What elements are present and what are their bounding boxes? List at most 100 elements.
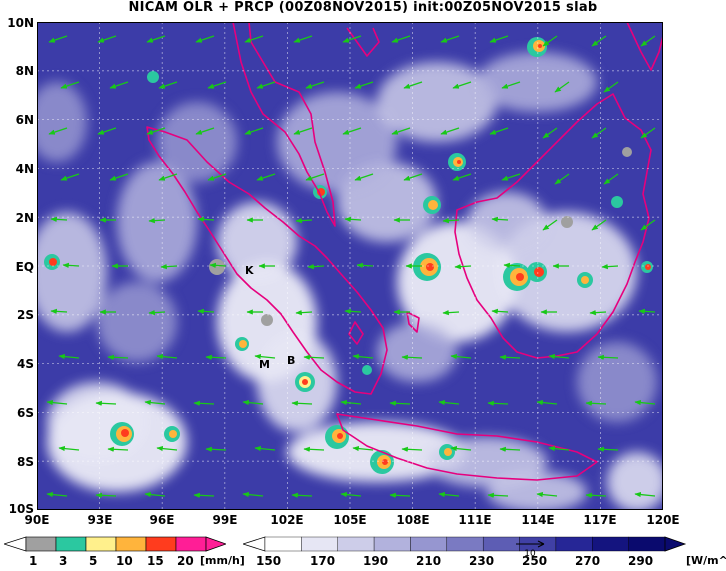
wind-vector bbox=[640, 219, 656, 231]
olr-cbar-cell bbox=[301, 536, 338, 552]
y-label-2s: 2S bbox=[17, 308, 34, 322]
wind-vector bbox=[352, 445, 374, 452]
y-label-10n: 10N bbox=[7, 16, 34, 30]
java-coastline bbox=[336, 413, 598, 481]
precip-cell bbox=[239, 340, 247, 348]
olr-cbar-cell bbox=[555, 536, 593, 552]
wind-vector bbox=[291, 492, 313, 498]
precip-cbar-label-10: 10 bbox=[116, 554, 133, 568]
wind-vector bbox=[58, 353, 80, 360]
wind-vector bbox=[501, 81, 521, 89]
wind-vector bbox=[450, 353, 472, 360]
olr-unit: [W/m^2] bbox=[686, 554, 726, 567]
x-label-117e: 117E bbox=[583, 513, 617, 527]
wind-vector bbox=[193, 492, 215, 498]
y-label-8s: 8S bbox=[17, 455, 34, 469]
wind-vector bbox=[60, 173, 80, 181]
wind-vector bbox=[442, 218, 460, 224]
wind-vector bbox=[597, 446, 619, 452]
wind-vector bbox=[46, 491, 68, 498]
cloud-blob bbox=[377, 62, 497, 142]
wind-vector bbox=[489, 127, 509, 135]
wind-vector bbox=[209, 262, 227, 268]
wind-vector bbox=[205, 354, 227, 360]
wind-vector bbox=[50, 308, 68, 314]
olr-cbar-cell bbox=[264, 536, 302, 552]
wind-vector bbox=[303, 446, 325, 452]
precip-cell bbox=[611, 196, 623, 208]
wind-vector bbox=[354, 81, 374, 89]
wind-vector bbox=[438, 399, 460, 406]
wind-vector bbox=[148, 310, 166, 316]
wind-vector bbox=[242, 491, 264, 498]
wind-vector bbox=[591, 35, 607, 47]
precip-cbar-arrow-right bbox=[205, 536, 226, 552]
precip-cbar-label-3: 3 bbox=[59, 554, 68, 568]
precip-cell bbox=[362, 365, 372, 375]
precip-cell bbox=[534, 267, 544, 277]
precip-cell bbox=[121, 429, 129, 437]
wind-vector bbox=[503, 262, 521, 268]
island-coastline-1 bbox=[406, 311, 420, 333]
olr-cbar-cell bbox=[446, 536, 484, 552]
wind-vector bbox=[585, 492, 607, 498]
wind-vector bbox=[144, 399, 166, 406]
wind-vector bbox=[342, 35, 362, 43]
wind-vector bbox=[391, 127, 411, 135]
wind-vector bbox=[293, 35, 313, 43]
x-label-99e: 99E bbox=[212, 513, 238, 527]
wind-vector bbox=[295, 310, 313, 316]
precip-cbar-cell bbox=[115, 536, 147, 552]
precip-cell bbox=[457, 160, 461, 164]
wind-vector bbox=[256, 173, 276, 181]
wind-vector bbox=[344, 308, 362, 314]
wind-vector bbox=[97, 35, 117, 43]
wind-vector bbox=[156, 353, 178, 360]
wind-vector bbox=[244, 127, 264, 135]
wind-vector bbox=[542, 35, 558, 47]
wind-vector bbox=[254, 445, 276, 452]
wind-vector bbox=[487, 400, 509, 406]
x-label-105e: 105E bbox=[333, 513, 367, 527]
reference-vector-label: 10 bbox=[524, 549, 536, 559]
wind-vector bbox=[307, 264, 325, 270]
precip-cell bbox=[382, 459, 388, 465]
precip-cell bbox=[261, 314, 273, 326]
precip-cell bbox=[147, 71, 159, 83]
wind-vector bbox=[489, 35, 509, 43]
wind-vector bbox=[207, 173, 227, 181]
precip-cbar-arrow-left bbox=[4, 536, 27, 552]
precip-cbar-label-1: 1 bbox=[29, 554, 38, 568]
wind-vector bbox=[97, 127, 117, 135]
olr-colorbar bbox=[243, 536, 687, 552]
wind-vector bbox=[491, 216, 509, 222]
wind-vector bbox=[356, 262, 374, 268]
wind-vector bbox=[554, 173, 570, 185]
wind-vector bbox=[354, 173, 374, 181]
wind-vector bbox=[501, 173, 521, 181]
olr-cbar-label-270: 270 bbox=[575, 554, 601, 568]
wind-vector bbox=[536, 399, 558, 406]
wind-vector bbox=[256, 81, 276, 89]
wind-vector bbox=[48, 127, 68, 135]
olr-cbar-cell bbox=[628, 536, 666, 552]
olr-cbar-label-190: 190 bbox=[363, 554, 389, 568]
map-title: NICAM OLR + PRCP (00Z08NOV2015) init:00Z… bbox=[128, 0, 598, 15]
olr-cbar-arrow-right bbox=[664, 536, 687, 552]
wind-vector bbox=[144, 491, 166, 498]
cloud-blob bbox=[97, 282, 177, 362]
wind-vector bbox=[389, 492, 411, 498]
y-label-6s: 6S bbox=[17, 406, 34, 420]
wind-vector bbox=[634, 399, 656, 406]
y-label-2n: 2N bbox=[15, 211, 34, 225]
precip-cell bbox=[337, 433, 343, 439]
wind-vector bbox=[46, 399, 68, 406]
precip-cbar-cell bbox=[175, 536, 207, 552]
wind-vector bbox=[591, 127, 607, 139]
wind-vector bbox=[403, 81, 423, 89]
precip-cbar-label-15: 15 bbox=[147, 554, 164, 568]
precip-cell bbox=[302, 379, 308, 385]
cloud-blob bbox=[117, 162, 197, 282]
precip-cell bbox=[561, 216, 573, 228]
precip-cbar-label-20: 20 bbox=[177, 554, 194, 568]
